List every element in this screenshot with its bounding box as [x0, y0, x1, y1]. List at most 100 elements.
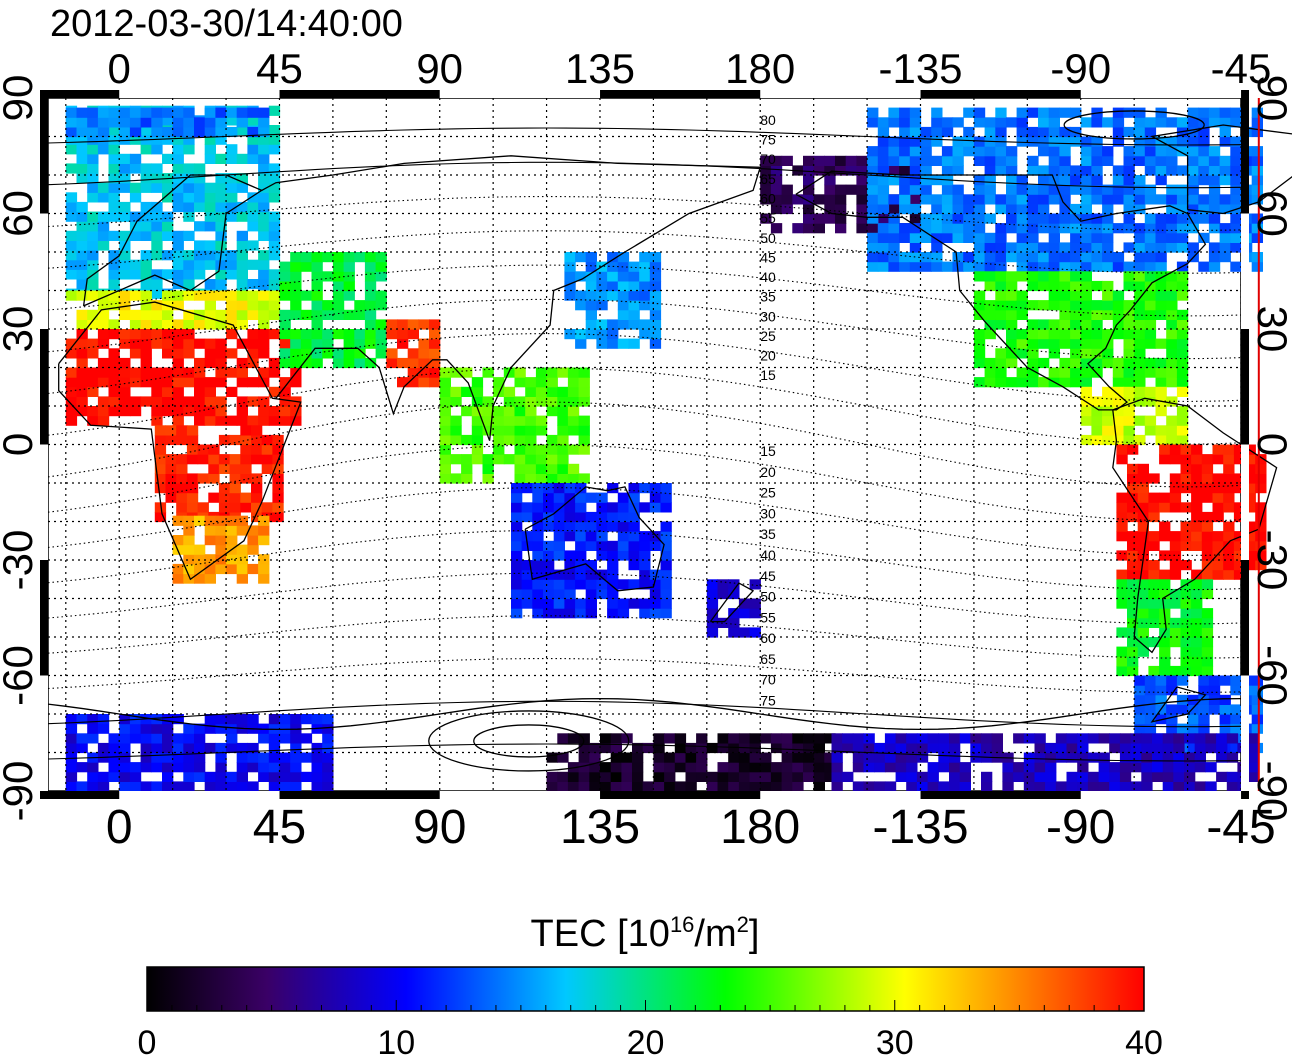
- tec-cell: [108, 211, 120, 222]
- tec-cell: [194, 269, 206, 280]
- tec-cell: [1201, 531, 1214, 542]
- tec-cell: [151, 723, 163, 734]
- tec-cell: [1155, 694, 1167, 705]
- tec-cell: [1102, 415, 1114, 426]
- tec-cell: [1144, 704, 1157, 715]
- tec-cell: [218, 492, 231, 503]
- tec-cell: [1208, 704, 1221, 715]
- tec-cell: [596, 271, 608, 282]
- tec-cell: [226, 563, 238, 575]
- tec-cell: [511, 598, 523, 609]
- tec-cell: [1244, 492, 1256, 503]
- tec-cell: [1016, 175, 1028, 186]
- tec-cell: [87, 714, 99, 725]
- tec-cell: [888, 223, 900, 234]
- tec-cell: [322, 771, 334, 782]
- tec-cell: [76, 134, 88, 145]
- tec-cell: [535, 367, 548, 378]
- tec-cell: [172, 329, 184, 340]
- tec-cell: [553, 608, 565, 619]
- tec-cell: [1187, 146, 1199, 157]
- tec-cell: [970, 733, 982, 744]
- tec-cell: [578, 444, 590, 455]
- tec-cell: [1198, 261, 1210, 272]
- tec-cell: [1048, 338, 1060, 349]
- tec-cell: [970, 742, 982, 754]
- contour-line: [47, 444, 1242, 522]
- tec-cell: [1027, 252, 1039, 263]
- tec-cell: [1038, 126, 1050, 138]
- tec-cell: [607, 540, 619, 551]
- tec-cell: [236, 338, 248, 349]
- tec-cell: [226, 182, 238, 193]
- tec-cell: [1216, 742, 1228, 754]
- tec-cell: [1112, 261, 1125, 272]
- tec-cell: [151, 201, 163, 213]
- tec-cell: [1205, 762, 1217, 773]
- tec-cell: [1023, 752, 1036, 763]
- tec-cell: [226, 386, 238, 397]
- tec-cell: [649, 598, 662, 609]
- tec-cell: [151, 338, 163, 349]
- tec-cell: [97, 182, 110, 193]
- tec-cell: [877, 155, 890, 166]
- tec-cell: [1144, 300, 1157, 311]
- tec-cell: [1077, 752, 1089, 763]
- tec-cell: [322, 781, 334, 792]
- tec-cell: [1191, 637, 1203, 648]
- tec-cell: [1016, 232, 1028, 243]
- tec-cell: [1123, 377, 1135, 388]
- tec-cell: [1102, 252, 1114, 263]
- tec-cell: [717, 742, 729, 754]
- tec-cell: [503, 396, 516, 407]
- tec-cell: [343, 271, 355, 282]
- tec-cell: [749, 579, 761, 590]
- tec-cell: [931, 232, 943, 243]
- tec-cell: [578, 396, 590, 407]
- tec-cell: [1233, 483, 1246, 494]
- tec-cell: [1116, 588, 1128, 600]
- tec-cell: [1123, 367, 1135, 378]
- tec-cell: [649, 531, 662, 542]
- tec-cell: [575, 511, 587, 523]
- tec-cell: [290, 309, 302, 320]
- tec-cell: [322, 252, 334, 263]
- tec-cell: [1208, 685, 1221, 696]
- tec-cell: [1169, 569, 1182, 580]
- tec-cell: [770, 184, 783, 195]
- tec-cell: [1208, 194, 1221, 205]
- tec-cell: [140, 269, 152, 280]
- tec-cell: [364, 329, 377, 340]
- tec-cell: [1166, 117, 1178, 128]
- tec-cell: [240, 444, 252, 455]
- tec-cell: [186, 454, 199, 465]
- tec-cell: [1201, 540, 1214, 551]
- tec-cell: [639, 531, 651, 542]
- tec-cell: [129, 762, 142, 773]
- coastline: [524, 486, 665, 592]
- tec-cell: [1102, 117, 1114, 128]
- tec-cell: [1059, 213, 1071, 224]
- tec-cell: [1166, 194, 1178, 205]
- tec-cell: [1080, 386, 1092, 397]
- tec-cell: [119, 771, 131, 782]
- tec-cell: [1248, 771, 1260, 782]
- tec-cell: [1144, 146, 1157, 157]
- tec-cell: [204, 279, 216, 290]
- tec-cell: [108, 173, 120, 184]
- tec-cell: [1194, 781, 1206, 792]
- tec-cell: [607, 290, 619, 301]
- tec-cell: [1080, 329, 1092, 340]
- tec-cell: [129, 259, 142, 270]
- tec-cell: [461, 367, 473, 378]
- tec-cell: [781, 781, 793, 792]
- tec-cell: [1166, 223, 1178, 234]
- tec-cell: [1080, 232, 1092, 243]
- tec-cell: [1098, 733, 1110, 744]
- tec-cell: [1038, 280, 1050, 292]
- tec-cell: [236, 125, 248, 136]
- tec-cell: [706, 588, 719, 600]
- tec-cell: [995, 357, 1007, 369]
- tec-cell: [1223, 560, 1235, 571]
- tec-cell: [311, 329, 323, 340]
